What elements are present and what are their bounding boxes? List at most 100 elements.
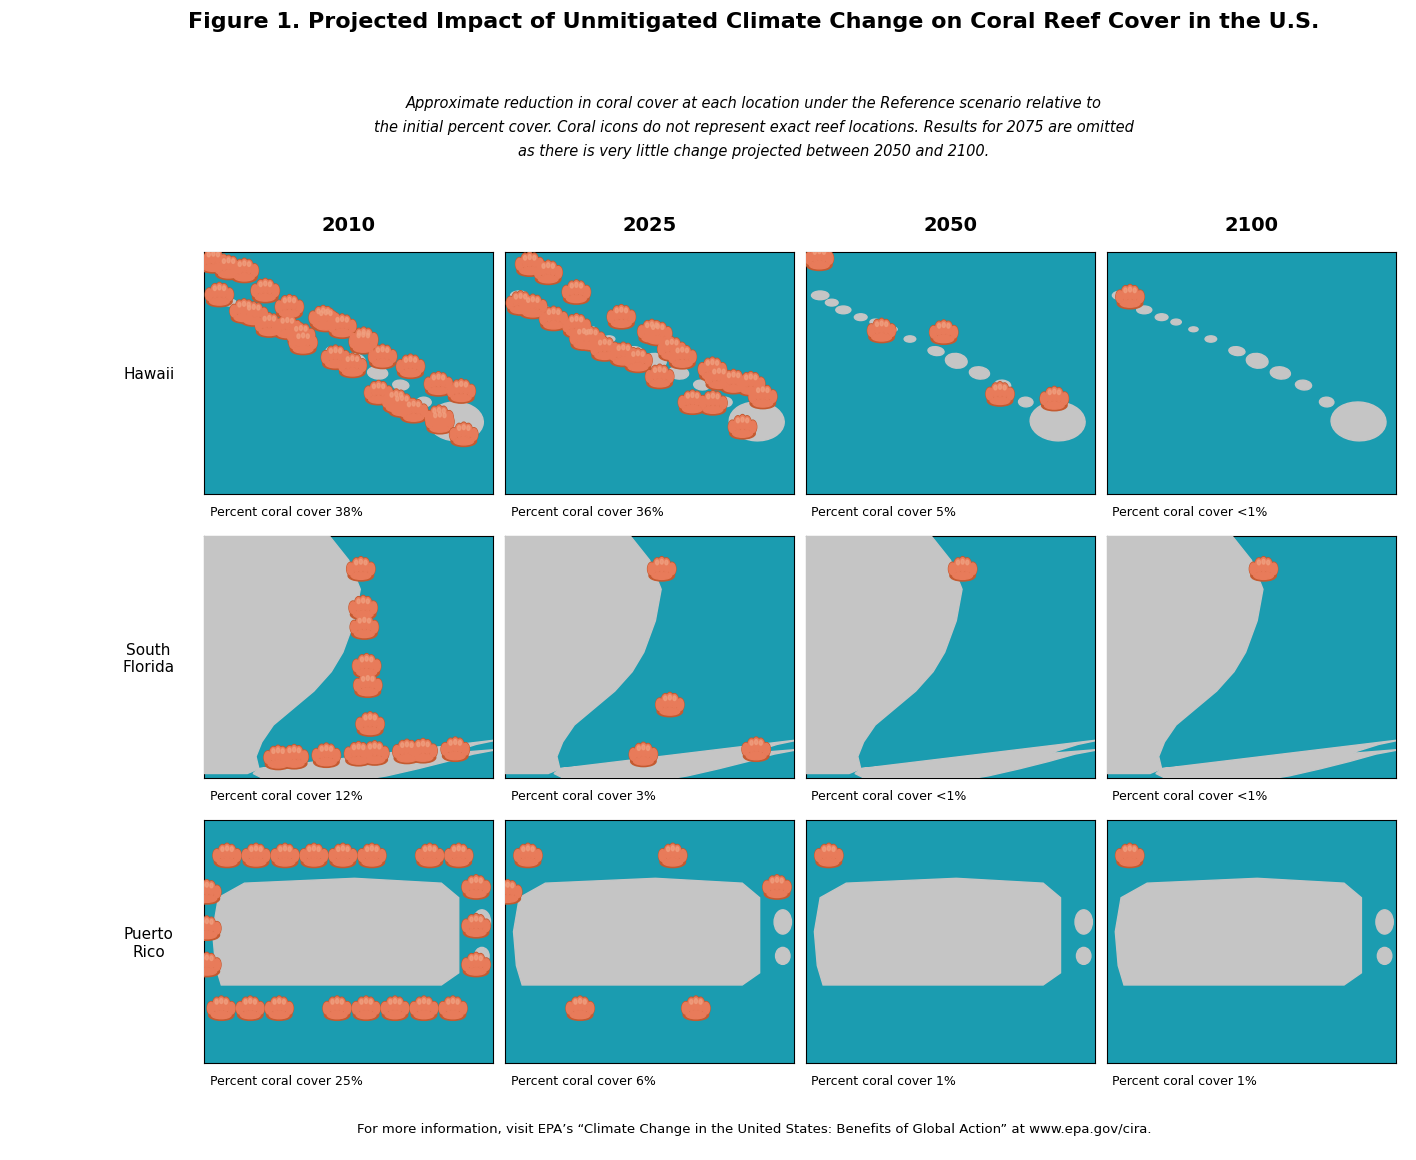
Ellipse shape bbox=[450, 844, 459, 860]
Ellipse shape bbox=[596, 339, 603, 353]
Ellipse shape bbox=[442, 744, 449, 755]
Ellipse shape bbox=[514, 849, 521, 862]
Ellipse shape bbox=[323, 309, 330, 322]
Ellipse shape bbox=[290, 319, 293, 324]
Ellipse shape bbox=[353, 660, 360, 672]
Ellipse shape bbox=[248, 844, 255, 860]
Ellipse shape bbox=[1126, 843, 1134, 860]
Ellipse shape bbox=[212, 252, 215, 256]
Ellipse shape bbox=[690, 1000, 692, 1005]
Ellipse shape bbox=[249, 847, 253, 851]
Ellipse shape bbox=[869, 319, 881, 325]
Ellipse shape bbox=[409, 1001, 418, 1015]
Ellipse shape bbox=[425, 377, 432, 391]
Ellipse shape bbox=[816, 857, 841, 868]
Ellipse shape bbox=[875, 321, 878, 326]
Ellipse shape bbox=[651, 367, 658, 379]
Ellipse shape bbox=[702, 1001, 709, 1015]
Ellipse shape bbox=[278, 999, 280, 1003]
Ellipse shape bbox=[210, 298, 229, 305]
Ellipse shape bbox=[632, 351, 634, 356]
Ellipse shape bbox=[725, 370, 733, 386]
Ellipse shape bbox=[670, 844, 677, 858]
Ellipse shape bbox=[292, 849, 299, 862]
Ellipse shape bbox=[355, 717, 364, 731]
Ellipse shape bbox=[430, 425, 450, 433]
Text: 2025: 2025 bbox=[623, 216, 677, 234]
Ellipse shape bbox=[370, 602, 377, 614]
Ellipse shape bbox=[1331, 403, 1386, 441]
Ellipse shape bbox=[205, 883, 208, 887]
Ellipse shape bbox=[459, 740, 462, 745]
Ellipse shape bbox=[324, 1009, 350, 1021]
Ellipse shape bbox=[398, 740, 406, 755]
Ellipse shape bbox=[425, 998, 433, 1013]
Ellipse shape bbox=[763, 744, 770, 755]
Ellipse shape bbox=[729, 421, 736, 433]
Ellipse shape bbox=[445, 378, 452, 390]
Ellipse shape bbox=[1051, 387, 1058, 401]
Ellipse shape bbox=[738, 385, 763, 396]
Ellipse shape bbox=[350, 849, 357, 862]
Ellipse shape bbox=[371, 622, 378, 633]
Ellipse shape bbox=[225, 846, 228, 850]
Ellipse shape bbox=[643, 320, 651, 335]
Ellipse shape bbox=[262, 278, 269, 295]
Ellipse shape bbox=[218, 844, 227, 860]
Ellipse shape bbox=[421, 996, 428, 1012]
Ellipse shape bbox=[578, 316, 585, 329]
Ellipse shape bbox=[214, 849, 221, 862]
Ellipse shape bbox=[218, 270, 238, 278]
Ellipse shape bbox=[399, 392, 402, 397]
Ellipse shape bbox=[425, 741, 430, 754]
Ellipse shape bbox=[467, 876, 476, 891]
Ellipse shape bbox=[749, 420, 756, 434]
Ellipse shape bbox=[578, 329, 581, 334]
Ellipse shape bbox=[282, 1000, 286, 1005]
Ellipse shape bbox=[753, 400, 773, 407]
Text: For more information, visit EPA’s “Climate Change in the United States: Benefits: For more information, visit EPA’s “Clima… bbox=[357, 1123, 1151, 1137]
Ellipse shape bbox=[412, 356, 419, 369]
Ellipse shape bbox=[346, 847, 350, 851]
Ellipse shape bbox=[272, 285, 279, 297]
Ellipse shape bbox=[229, 256, 236, 271]
Ellipse shape bbox=[389, 350, 396, 363]
Ellipse shape bbox=[773, 876, 780, 890]
Ellipse shape bbox=[405, 742, 408, 747]
Ellipse shape bbox=[990, 397, 1010, 405]
Ellipse shape bbox=[210, 291, 227, 299]
Ellipse shape bbox=[658, 350, 684, 361]
Ellipse shape bbox=[1061, 392, 1069, 405]
Ellipse shape bbox=[197, 931, 217, 938]
Ellipse shape bbox=[370, 675, 375, 688]
Ellipse shape bbox=[1055, 389, 1062, 401]
Ellipse shape bbox=[664, 844, 673, 860]
Ellipse shape bbox=[501, 883, 504, 887]
Ellipse shape bbox=[355, 332, 362, 345]
Ellipse shape bbox=[1126, 284, 1134, 300]
Ellipse shape bbox=[494, 886, 501, 898]
Ellipse shape bbox=[346, 748, 351, 760]
Ellipse shape bbox=[377, 718, 384, 730]
Ellipse shape bbox=[995, 382, 1004, 398]
Ellipse shape bbox=[310, 843, 319, 860]
Ellipse shape bbox=[229, 258, 236, 270]
Ellipse shape bbox=[326, 361, 346, 368]
Ellipse shape bbox=[746, 418, 749, 422]
Ellipse shape bbox=[961, 559, 964, 564]
Ellipse shape bbox=[991, 383, 1000, 398]
Ellipse shape bbox=[336, 346, 344, 362]
Ellipse shape bbox=[251, 284, 259, 297]
Ellipse shape bbox=[312, 313, 319, 325]
Ellipse shape bbox=[678, 849, 687, 862]
Ellipse shape bbox=[704, 406, 722, 413]
Ellipse shape bbox=[384, 403, 409, 413]
Ellipse shape bbox=[261, 314, 269, 329]
Ellipse shape bbox=[667, 694, 674, 708]
Ellipse shape bbox=[207, 918, 215, 933]
Ellipse shape bbox=[418, 857, 443, 868]
Ellipse shape bbox=[551, 263, 555, 268]
Ellipse shape bbox=[1264, 559, 1272, 572]
Ellipse shape bbox=[293, 325, 300, 339]
Ellipse shape bbox=[331, 1000, 334, 1005]
